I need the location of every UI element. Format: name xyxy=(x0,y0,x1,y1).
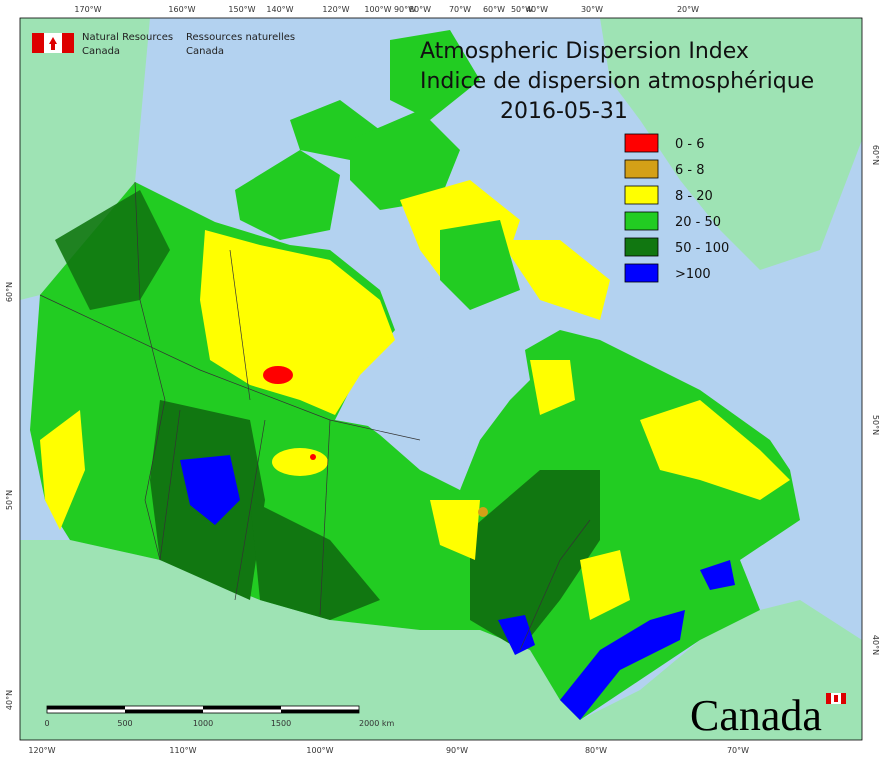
scale-segment xyxy=(281,709,359,713)
map: 0 500 1000 1500 2000 km Canada xyxy=(20,18,862,740)
legend-label: 0 - 6 xyxy=(675,137,705,152)
index-region xyxy=(640,400,790,500)
boundary xyxy=(519,519,591,651)
legend-label: >100 xyxy=(675,267,711,282)
graticule-label: 120°W xyxy=(28,746,55,755)
island xyxy=(440,220,520,310)
hudson-bay xyxy=(360,345,510,490)
legend-swatch xyxy=(624,263,659,283)
legend-label: 20 - 50 xyxy=(675,215,721,230)
boundary xyxy=(234,419,266,601)
index-region xyxy=(478,507,488,517)
graticule-label: 30°W xyxy=(581,5,603,14)
title: Atmospheric Dispersion Index xyxy=(420,39,749,64)
island xyxy=(235,150,340,240)
island xyxy=(530,360,575,415)
agency-name: Canada xyxy=(82,46,120,57)
scale-label: 1000 xyxy=(193,719,213,728)
legend-swatch xyxy=(624,211,659,231)
scale-segment xyxy=(203,706,281,710)
index-region xyxy=(470,470,600,650)
scale-label: 2000 km xyxy=(359,719,395,728)
scale-segment xyxy=(47,706,125,710)
graticule-label: 40°W xyxy=(526,5,548,14)
scale-label: 0 xyxy=(44,719,49,728)
index-region xyxy=(40,410,85,530)
scale-label: 1500 xyxy=(271,719,291,728)
legend-label: 8 - 20 xyxy=(675,189,713,204)
scale-segment xyxy=(125,709,203,713)
graticule-label: 50°W xyxy=(511,5,533,14)
graticule-label: 150°W xyxy=(228,5,255,14)
legend-swatch xyxy=(624,237,659,257)
alaska xyxy=(20,18,150,300)
index-region xyxy=(263,366,293,384)
scale-bar: 0 500 1000 1500 2000 km xyxy=(44,705,395,728)
graticule-label: 110°W xyxy=(169,746,196,755)
title: Indice de dispersion atmosphérique xyxy=(420,69,814,94)
boundary xyxy=(319,419,331,616)
legend-swatch xyxy=(624,159,659,179)
index-region xyxy=(430,500,480,560)
date: 2016-05-31 xyxy=(500,99,628,124)
boundary xyxy=(39,294,421,441)
index-region xyxy=(560,610,685,720)
graticule-label: 170°W xyxy=(74,5,101,14)
island xyxy=(350,110,460,210)
index-region xyxy=(700,560,735,590)
index-region xyxy=(180,455,240,525)
graticule-label: 100°W xyxy=(306,746,333,755)
graticule-label: 90°W xyxy=(446,746,468,755)
graticule-label: 40°N xyxy=(871,635,880,655)
agency-name: Ressources naturelles xyxy=(186,32,295,43)
graticule-label: 60°W xyxy=(483,5,505,14)
graticule-label: 70°W xyxy=(449,5,471,14)
legend: 0 - 6 6 - 8 8 - 20 20 - 50 50 - 100 >100 xyxy=(624,133,729,283)
graticule-label: 50°N xyxy=(5,490,14,510)
graticule-label: 160°W xyxy=(168,5,195,14)
graticule-label: 60°N xyxy=(5,282,14,302)
agency-name: Canada xyxy=(186,46,224,57)
index-region xyxy=(55,190,170,310)
graticule-label: 80°W xyxy=(409,5,431,14)
legend-label: 50 - 100 xyxy=(675,241,729,256)
graticule-label: 50°N xyxy=(871,415,880,435)
graticule-label: 40°N xyxy=(5,690,14,710)
boundary xyxy=(134,181,166,561)
map-frame xyxy=(19,17,863,741)
boundary xyxy=(159,409,181,561)
index-region xyxy=(310,454,316,460)
legend-label: 6 - 8 xyxy=(675,163,705,178)
index-region xyxy=(580,550,630,620)
index-region xyxy=(498,615,535,655)
wordmark-flag xyxy=(826,693,846,704)
graticule-label: 20°W xyxy=(677,5,699,14)
graticule-label: 90°W xyxy=(394,5,416,14)
boundary xyxy=(229,249,251,401)
scale-label: 500 xyxy=(117,719,132,728)
index-region xyxy=(250,500,380,620)
graticule-label: 120°W xyxy=(322,5,349,14)
graticule-label: 140°W xyxy=(266,5,293,14)
wordmark: Canada xyxy=(690,691,822,740)
island xyxy=(500,240,610,320)
graticule-label: 60°N xyxy=(871,145,880,165)
graticule-labels: 170°W 160°W 150°W 140°W 120°W 100°W 90°W80°W 70… xyxy=(5,5,880,755)
greenland xyxy=(600,18,862,270)
legend-swatch xyxy=(624,185,659,205)
graticule-label: 100°W xyxy=(364,5,391,14)
graticule-label: 70°W xyxy=(727,746,749,755)
fip-logo xyxy=(32,33,74,53)
island xyxy=(390,30,480,120)
graticule-label: 80°W xyxy=(585,746,607,755)
index-region xyxy=(272,448,328,476)
agency-name: Natural Resources xyxy=(82,32,173,43)
legend-swatch xyxy=(624,133,659,153)
index-region xyxy=(200,230,395,415)
